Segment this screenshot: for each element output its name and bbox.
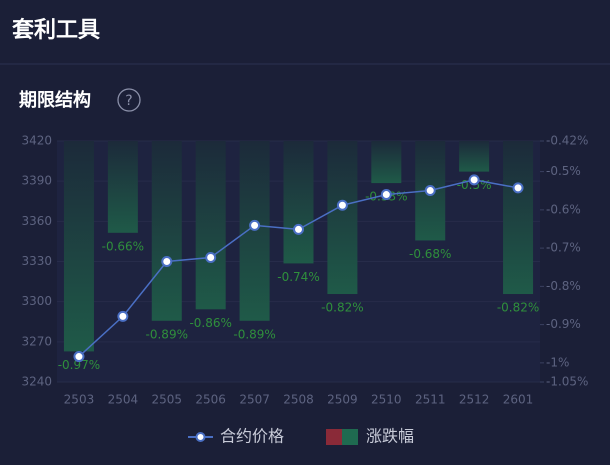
y2-tick-label: -0.42%	[546, 134, 588, 148]
x-tick-label: 2505	[151, 393, 182, 407]
legend-label: 涨跌幅	[366, 427, 414, 446]
y-tick-label: 3300	[21, 294, 52, 308]
data-label: -0.66%	[102, 239, 144, 253]
x-tick-label: 2504	[108, 393, 139, 407]
x-tick-label: 2507	[239, 393, 270, 407]
price-point	[468, 174, 480, 186]
price-point	[512, 182, 524, 194]
price-point	[249, 219, 261, 231]
bar	[327, 141, 358, 295]
help-icon-text[interactable]: ?	[125, 93, 132, 109]
y2-tick-label: -1.05%	[546, 375, 588, 389]
page-title: 套利工具	[12, 17, 100, 43]
bar	[371, 141, 402, 184]
data-label: -0.74%	[277, 270, 319, 284]
y-tick-label: 3390	[21, 174, 52, 188]
section-title: 期限结构	[19, 89, 91, 111]
price-point	[73, 351, 85, 363]
bar	[239, 141, 270, 321]
legend-label: 合约价格	[220, 427, 284, 446]
data-label: -0.86%	[189, 316, 231, 330]
y2-tick-label: -0.8%	[546, 279, 581, 293]
price-point	[380, 189, 392, 201]
y-tick-label: 3270	[21, 334, 52, 348]
x-tick-label: 2509	[327, 393, 358, 407]
legend-dot	[195, 432, 206, 442]
y-tick-label: 3420	[21, 134, 52, 148]
y-tick-label: 3240	[21, 375, 52, 389]
bar	[195, 141, 226, 310]
x-tick-label: 2506	[195, 393, 226, 407]
x-tick-label: 2601	[503, 393, 534, 407]
x-tick-label: 2511	[415, 393, 446, 407]
data-label: -0.97%	[58, 358, 100, 372]
help-icon[interactable]	[117, 88, 141, 112]
y2-tick-label: -0.6%	[546, 202, 581, 216]
price-point	[205, 251, 217, 263]
y2-tick-label: -1%	[546, 355, 569, 369]
data-label: -0.68%	[409, 247, 451, 261]
legend-swatch-down	[342, 429, 358, 445]
bar	[63, 141, 94, 352]
y-tick-label: 3360	[21, 214, 52, 228]
price-point	[161, 256, 173, 267]
y2-tick-label: -0.5%	[546, 164, 581, 178]
price-point	[424, 185, 436, 197]
price-point	[293, 223, 304, 235]
x-tick-label: 2508	[283, 393, 314, 407]
data-label: -0.89%	[146, 327, 188, 341]
y2-tick-label: -0.7%	[546, 241, 581, 255]
bar	[283, 141, 314, 264]
y2-tick-label: -0.9%	[546, 317, 581, 331]
y-tick-label: 3330	[21, 254, 52, 268]
bar	[151, 141, 182, 321]
bar	[459, 141, 490, 172]
price-point	[117, 310, 129, 322]
x-tick-label: 2512	[459, 393, 490, 407]
data-label: -0.82%	[321, 301, 363, 315]
x-tick-label: 2503	[64, 393, 95, 407]
bar	[107, 141, 138, 233]
bar	[503, 141, 534, 295]
x-tick-label: 2510	[371, 393, 402, 407]
legend-swatch-up	[326, 429, 342, 445]
data-label: -0.82%	[497, 301, 539, 315]
data-label: -0.89%	[233, 327, 275, 341]
price-point	[336, 199, 348, 211]
